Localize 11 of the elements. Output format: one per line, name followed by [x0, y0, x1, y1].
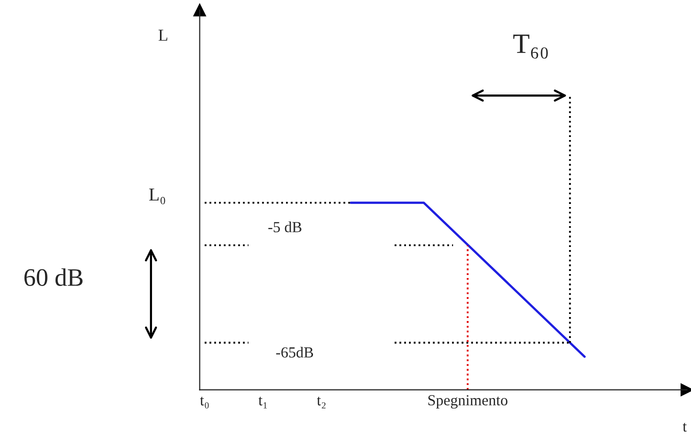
x-tick-label: t₀: [200, 396, 209, 408]
annotation: -65dB: [276, 346, 314, 358]
x-tick-label: t₁: [258, 396, 267, 408]
text: L: [158, 30, 168, 41]
x-tick-label: Spegnimento: [428, 395, 508, 409]
text: T₆₀: [513, 34, 548, 59]
x-tick-label: t₂: [316, 396, 326, 408]
x-axis-title: t: [682, 422, 687, 432]
annotation: -5 dB: [268, 222, 302, 232]
text: L₀: [149, 188, 166, 204]
text: 60 dB: [24, 268, 83, 286]
